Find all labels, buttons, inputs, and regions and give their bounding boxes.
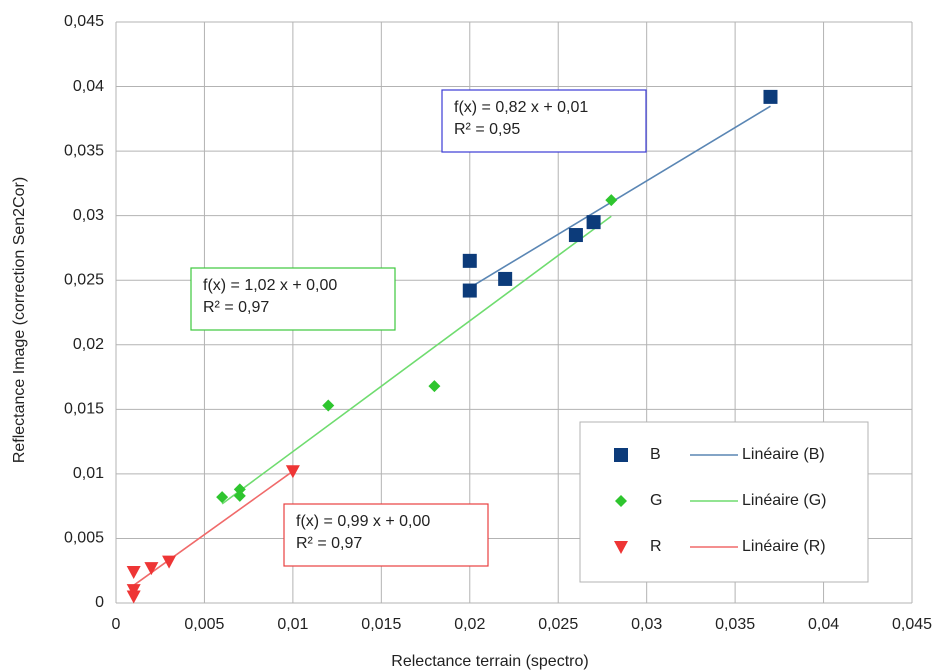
trendline	[469, 105, 771, 289]
x-tick-label: 0,02	[454, 616, 485, 633]
annotation-box	[190, 267, 396, 331]
legend-marker	[614, 541, 628, 554]
x-tick-label: 0,025	[538, 616, 578, 633]
annotation-text: f(x) = 1,02 x + 0,00	[203, 277, 337, 294]
legend-label: R	[650, 538, 662, 555]
point	[763, 89, 778, 104]
x-tick-label: 0,045	[892, 616, 932, 633]
x-tick-label: 0,01	[277, 616, 308, 633]
point	[322, 399, 335, 412]
y-axis-label: Reflectance Image (correction Sen2Cor)	[11, 177, 28, 463]
y-tick-label: 0,005	[64, 530, 104, 547]
point	[568, 228, 583, 243]
y-tick-label: 0,035	[64, 142, 104, 159]
point	[498, 271, 513, 286]
point	[162, 555, 177, 569]
point	[462, 283, 477, 298]
legend-label: G	[650, 492, 662, 509]
y-tick-label: 0	[95, 594, 104, 611]
point	[126, 566, 141, 580]
y-tick-label: 0,015	[64, 401, 104, 418]
annotation-text: R² = 0,97	[203, 299, 269, 316]
x-tick-label: 0,015	[361, 616, 401, 633]
legend-marker	[615, 495, 627, 507]
y-tick-label: 0,04	[73, 78, 104, 95]
point	[586, 215, 601, 230]
x-tick-label: 0,03	[631, 616, 662, 633]
legend-label: B	[650, 446, 661, 463]
annotation-box	[441, 89, 647, 153]
y-tick-label: 0,01	[73, 465, 104, 482]
point	[605, 194, 618, 207]
legend-marker	[614, 448, 628, 462]
point	[462, 253, 477, 268]
annotation-text: f(x) = 0,82 x + 0,01	[454, 99, 588, 116]
x-tick-label: 0,04	[808, 616, 839, 633]
point	[233, 483, 246, 496]
annotation-text: f(x) = 0,99 x + 0,00	[296, 513, 430, 530]
x-axis-label: Relectance terrain (spectro)	[391, 653, 588, 670]
point	[233, 489, 246, 502]
annotation-text: R² = 0,97	[296, 535, 362, 552]
trendline	[221, 215, 612, 505]
annotation-text: R² = 0,95	[454, 121, 520, 138]
y-tick-label: 0,045	[64, 13, 104, 30]
y-tick-label: 0,02	[73, 336, 104, 353]
annotation-box	[283, 503, 489, 567]
x-tick-label: 0,035	[715, 616, 755, 633]
x-tick-label: 0	[112, 616, 121, 633]
trendline	[133, 470, 294, 586]
y-tick-label: 0,025	[64, 271, 104, 288]
y-tick-label: 0,03	[73, 207, 104, 224]
legend-label: Linéaire (G)	[742, 492, 826, 509]
point	[216, 491, 229, 504]
point	[126, 590, 141, 604]
x-tick-label: 0,005	[184, 616, 224, 633]
legend-label: Linéaire (R)	[742, 538, 826, 555]
legend-label: Linéaire (B)	[742, 446, 825, 463]
point	[144, 562, 159, 576]
point	[428, 380, 441, 393]
point	[285, 465, 300, 479]
